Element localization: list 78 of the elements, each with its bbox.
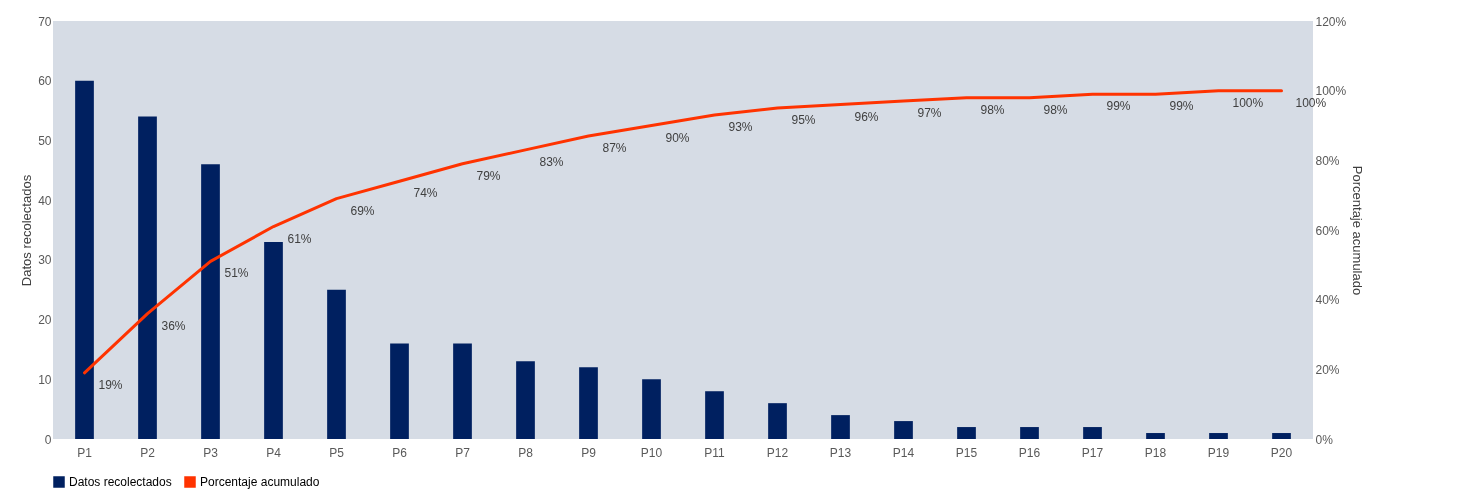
x-tick-label: P12 xyxy=(766,445,789,460)
x-tick-label: P8 xyxy=(518,445,534,460)
bar xyxy=(768,403,787,439)
y2-axis-title: Porcentaje acumulado xyxy=(1350,165,1366,296)
bar xyxy=(1083,427,1102,439)
y2-tick-label: 80% xyxy=(1315,153,1340,168)
y-tick-label: 50 xyxy=(38,133,52,148)
x-tick-label: P10 xyxy=(640,445,663,460)
bar xyxy=(957,427,976,439)
data-label: 69% xyxy=(350,203,375,218)
y2-tick-label: 120% xyxy=(1315,14,1347,29)
y-tick-label: 10 xyxy=(38,372,52,387)
y-tick-label: 20 xyxy=(38,313,52,328)
data-label: 79% xyxy=(476,168,501,183)
y2-tick-label: 40% xyxy=(1315,293,1340,308)
bar xyxy=(516,361,535,439)
data-label: 51% xyxy=(224,266,249,281)
data-label: 93% xyxy=(728,120,753,135)
data-label: 83% xyxy=(539,154,564,169)
bar xyxy=(894,421,913,439)
data-label: 19% xyxy=(98,377,123,392)
bar xyxy=(75,80,94,439)
data-label: 96% xyxy=(854,109,879,124)
line-series xyxy=(83,89,1283,375)
y2-tick-label: 0% xyxy=(1315,432,1334,447)
y-axis-title: Datos recolectados xyxy=(19,174,35,287)
x-tick-label: P19 xyxy=(1207,445,1230,460)
bar xyxy=(453,343,472,439)
x-tick-label: P18 xyxy=(1144,445,1167,460)
bar xyxy=(201,164,220,439)
data-label: 100% xyxy=(1232,95,1264,110)
x-tick-label: P4 xyxy=(266,445,282,460)
x-tick-label: P9 xyxy=(581,445,597,460)
data-label: 90% xyxy=(665,130,690,145)
x-tick-label: P20 xyxy=(1270,445,1293,460)
bar xyxy=(1146,433,1165,439)
bar xyxy=(831,415,850,439)
bar xyxy=(1020,427,1039,439)
y-tick-label: 40 xyxy=(38,193,52,208)
data-label: 74% xyxy=(413,186,438,201)
x-tick-label: P2 xyxy=(140,445,156,460)
data-label: 97% xyxy=(917,106,942,121)
bar xyxy=(1209,433,1228,439)
data-label: 99% xyxy=(1106,99,1131,114)
data-label: 98% xyxy=(980,102,1005,117)
y-tick-label: 70 xyxy=(38,14,52,29)
x-tick-label: P6 xyxy=(392,445,408,460)
bar xyxy=(390,343,409,439)
x-tick-label: P7 xyxy=(455,445,471,460)
y2-tick-label: 20% xyxy=(1315,362,1340,377)
bar xyxy=(705,391,724,439)
data-label: 36% xyxy=(161,318,186,333)
y2-tick-label: 60% xyxy=(1315,223,1340,238)
bar xyxy=(642,379,661,439)
bar xyxy=(327,289,346,439)
x-tick-label: P14 xyxy=(892,445,915,460)
data-label: 61% xyxy=(287,231,312,246)
data-label: 99% xyxy=(1169,99,1194,114)
bar xyxy=(138,116,157,439)
x-tick-label: P15 xyxy=(955,445,978,460)
legend-label: Porcentaje acumulado xyxy=(200,475,320,489)
x-tick-label: P5 xyxy=(329,445,345,460)
x-tick-label: P11 xyxy=(704,445,726,460)
legend-label: Datos recolectados xyxy=(69,475,172,489)
x-tick-label: P3 xyxy=(203,445,219,460)
x-tick-label: P1 xyxy=(77,445,93,460)
data-label: 95% xyxy=(791,113,816,128)
y-tick-label: 0 xyxy=(44,432,52,447)
bar xyxy=(264,241,283,439)
data-label: 98% xyxy=(1043,102,1068,117)
bar xyxy=(1272,433,1291,439)
x-tick-label: P13 xyxy=(829,445,852,460)
x-tick-label: P17 xyxy=(1081,445,1104,460)
y-tick-label: 60 xyxy=(38,74,52,89)
y-tick-label: 30 xyxy=(38,253,52,268)
x-tick-label: P16 xyxy=(1018,445,1041,460)
bar xyxy=(579,367,598,439)
data-label: 87% xyxy=(602,140,627,155)
